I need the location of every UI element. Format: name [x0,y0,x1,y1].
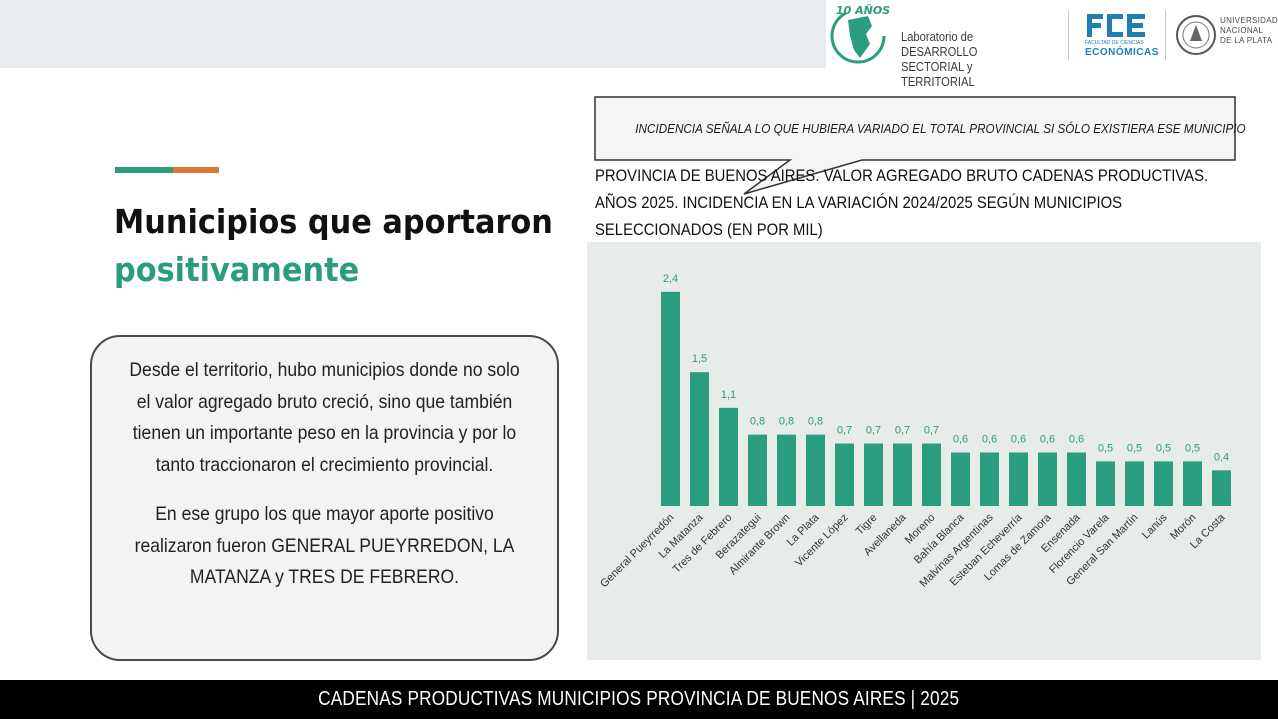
fce-logo-text: FACULTAD DE CIENCIAS ECONÓMICAS [1085,40,1159,59]
bar-value-label: 0,6 [1011,433,1026,445]
callout-text: INCIDENCIA SEÑALA LO QUE HUBIERA VARIADO… [635,121,1246,136]
chart-title: PROVINCIA DE BUENOS AIRES. VALOR AGREGAD… [595,163,1255,244]
bar [1183,461,1202,506]
bar-value-label: 2,4 [663,273,678,285]
bar-value-label: 0,4 [1214,451,1229,463]
summary-textbox: Desde el territorio, hubo municipios don… [90,335,559,661]
bar [661,291,680,506]
bar-value-label: 0,5 [1127,442,1142,454]
chart-title-line2: AÑOS 2025. INCIDENCIA EN LA VARIACIÓN 20… [595,194,1123,212]
bar-value-label: 0,5 [1185,442,1200,454]
unlp-logo-text: UNIVERSIDAD NACIONAL DE LA PLATA [1220,16,1278,46]
bar [1067,452,1086,506]
heading-line1: Municipios que aportaron [114,202,553,241]
unlp-seal-icon [1176,15,1216,55]
bar-value-label: 0,7 [837,425,852,437]
bar-value-label: 0,6 [953,433,968,445]
unlp-line2: NACIONAL [1220,26,1264,35]
bar-value-label: 0,6 [1040,433,1055,445]
category-label: Tigre [854,512,880,538]
footer-text: CADENAS PRODUCTIVAS MUNICIPIOS PROVINCIA… [318,688,960,710]
unlp-line3: DE LA PLATA [1220,36,1273,45]
bar-value-label: 1,5 [692,353,707,365]
bar-value-label: 1,1 [721,389,736,401]
bar-value-label: 0,6 [1069,433,1084,445]
bar [835,443,854,506]
ldst-logo-emblem: 10 AÑOS [830,4,890,64]
bar-value-label: 0,8 [779,416,794,428]
bar [777,434,796,506]
bar [1125,461,1144,506]
bar [951,452,970,506]
bar [864,443,883,506]
bar [690,372,709,506]
ldst-line1: Laboratorio de DESARROLLO [901,29,978,59]
bar-value-label: 0,8 [750,416,765,428]
unlp-line1: UNIVERSIDAD [1220,16,1278,25]
bar-value-label: 0,8 [808,416,823,428]
bar-value-label: 0,5 [1098,442,1113,454]
bar [1038,452,1057,506]
summary-paragraph-1: Desde el territorio, hubo municipios don… [129,359,520,476]
bar [1212,470,1231,506]
footer-bar: CADENAS PRODUCTIVAS MUNICIPIOS PROVINCIA… [0,680,1278,719]
accent-line-teal [115,167,173,173]
fce-logo-mark [1087,14,1145,37]
chart-title-line3: SELECCIONADOS (EN POR MIL) [595,221,823,239]
bar-value-label: 0,7 [866,425,881,437]
bar-value-label: 0,5 [1156,442,1171,454]
bar-value-label: 0,7 [924,425,939,437]
bar [748,434,767,506]
category-label: Vicente López [793,512,851,570]
ldst-badge: 10 AÑOS [836,4,890,17]
callout-box [594,96,1236,195]
fce-sub2: ECONÓMICAS [1085,47,1159,58]
ldst-line2: SECTORIAL y TERRITORIAL [901,59,975,89]
bar [719,407,738,506]
bar [980,452,999,506]
argentina-map-icon [848,16,872,58]
bar [1154,461,1173,506]
bar [893,443,912,506]
category-label: Lanús [1140,511,1170,541]
summary-paragraph-2: En ese grupo los que mayor aporte positi… [134,503,515,588]
slide-heading: Municipios que aportaron positivamente [114,198,574,294]
fce-sub1: FACULTAD DE CIENCIAS [1085,40,1144,46]
header-band [0,0,826,68]
bar [1096,461,1115,506]
heading-line2: positivamente [114,250,360,289]
logo-divider [1068,10,1069,60]
ldst-logo-text: Laboratorio de DESARROLLO SECTORIAL y TE… [901,29,1047,89]
chart-title-line1: PROVINCIA DE BUENOS AIRES. VALOR AGREGAD… [595,167,1209,185]
bar [806,434,825,506]
bar [922,443,941,506]
logo-divider [1165,10,1166,60]
bar [1009,452,1028,506]
accent-line-orange [173,167,219,173]
bar-value-label: 0,7 [895,425,910,437]
bar-value-label: 0,6 [982,433,997,445]
